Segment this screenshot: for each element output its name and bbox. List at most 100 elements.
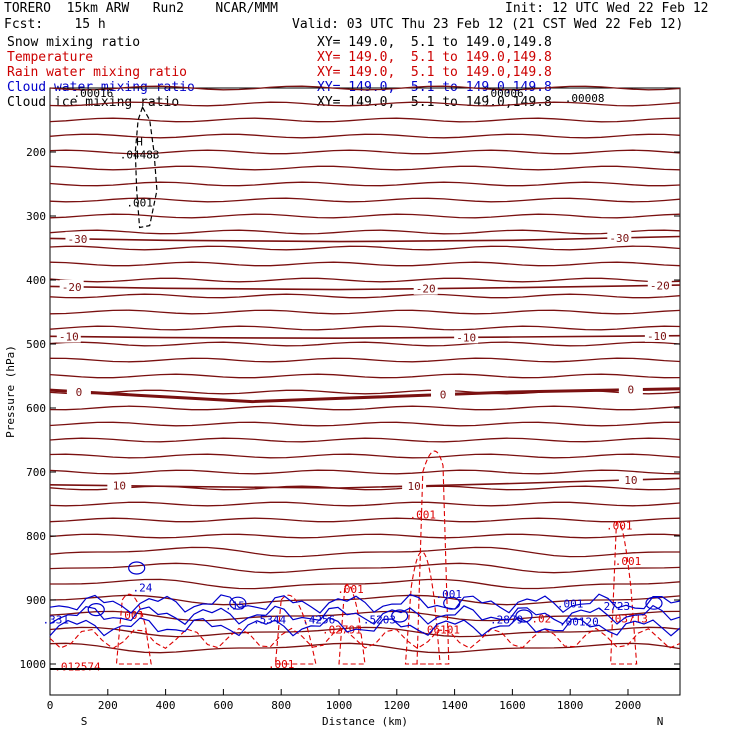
ice-label: .00016 (73, 87, 113, 100)
legend-rain-xy: XY= 149.0, 5.1 to 149.0,149.8 (317, 65, 552, 80)
y-tick-label: 300 (26, 210, 46, 223)
ice-label: .00006 (484, 87, 524, 100)
isotherm-line (49, 261, 681, 267)
isotherm-line (49, 213, 681, 219)
isotherm-line (49, 437, 681, 443)
cloud-water-cell (391, 609, 409, 623)
cloud-water-contour (49, 604, 681, 626)
temperature-label: -30 (68, 233, 88, 246)
contour-label-bg (59, 279, 84, 293)
y-tick-label: 400 (26, 274, 46, 287)
temperature-contour (49, 235, 681, 243)
isotherm-line (49, 546, 680, 558)
contour-label-bg (65, 231, 90, 245)
contour-label-bg (454, 330, 479, 344)
isotherm-line (49, 229, 681, 235)
temperature-label: -10 (456, 331, 476, 344)
contour-label-bg (618, 382, 643, 396)
temperature-contour (49, 387, 681, 404)
north-end-label: N (657, 715, 664, 728)
isotherm-line (49, 101, 681, 107)
x-tick-label: 1600 (499, 699, 526, 712)
rain-contour (274, 594, 317, 665)
temperature-contour (49, 284, 681, 291)
rain-label: .001 (337, 583, 364, 596)
isotherm-line (49, 245, 681, 251)
cloud-water-label: .001 (557, 598, 584, 611)
isotherm-line (49, 533, 681, 539)
contour-label-bg (431, 387, 456, 401)
isotherm-line (49, 165, 681, 171)
x-tick-label: 400 (156, 699, 176, 712)
snow-label: .04483 (120, 148, 160, 161)
temperature-label: -10 (59, 331, 79, 344)
cloud-water-cell (515, 609, 533, 623)
x-tick-label: 800 (271, 699, 291, 712)
x-tick-label: 2000 (615, 699, 642, 712)
contour-label-bg (56, 329, 81, 343)
contour-label-bg (413, 281, 438, 295)
temperature-label: -20 (62, 281, 82, 294)
isotherm-line (49, 610, 681, 622)
x-tick-label: 1200 (384, 699, 411, 712)
cloud-water-label: .4256 (302, 614, 335, 627)
snow-high-marker: H (136, 136, 143, 149)
isotherm-line (49, 117, 681, 123)
isotherm-line (49, 357, 681, 363)
isotherm-line (49, 594, 681, 606)
isotherm-line (49, 197, 681, 203)
y-tick-label: 700 (26, 466, 46, 479)
cloud-water-label: .00120 (559, 616, 599, 629)
contour-label-bg (107, 478, 132, 492)
rain-label: .012574 (54, 660, 101, 673)
rain-label: .02 (531, 612, 551, 625)
temperature-label: -30 (609, 232, 629, 245)
y-tick-label: 800 (26, 530, 46, 543)
rain-label: .02791 (322, 623, 362, 636)
rain-label: .001 (615, 555, 642, 568)
cloud-water-label: .2879 (490, 614, 523, 627)
isotherm-line (49, 517, 681, 523)
isotherm-line (49, 421, 680, 427)
init-time: Init: 12 UTC Wed 22 Feb 12 (505, 1, 709, 16)
isotherm-line (49, 85, 681, 91)
legend-temperature-xy: XY= 149.0, 5.1 to 149.0,149.8 (317, 50, 552, 65)
rain-contour (610, 520, 638, 665)
isotherm-line (49, 149, 681, 155)
rain-contour (404, 551, 441, 665)
model-title: TORERO 15km ARW Run2 NCAR/MMM (4, 1, 278, 16)
isotherm-line (49, 626, 681, 638)
rain-label: .001 (268, 658, 295, 671)
x-tick-label: 200 (98, 699, 118, 712)
temperature-label: 0 (440, 389, 447, 402)
cloud-water-cell (128, 561, 146, 575)
rain-label: .001 (410, 509, 437, 522)
cloud-water-cell (229, 596, 247, 610)
cloud-water-label: .15 (225, 600, 245, 613)
contour-label-bg (647, 278, 672, 292)
legend-rain: Rain water mixing ratio (7, 65, 188, 80)
cloud-water-contour (49, 593, 681, 614)
x-axis-title: Distance (km) (322, 715, 408, 728)
temperature-label: -10 (647, 330, 667, 343)
y-tick-label: 900 (26, 594, 46, 607)
temperature-label: -20 (650, 279, 670, 292)
cloud-water-label: .24 (133, 582, 153, 595)
legend-temperature: Temperature (7, 50, 94, 65)
x-tick-label: 0 (47, 699, 54, 712)
cloud-water-cell (443, 596, 461, 610)
contour-label-bg (618, 472, 643, 486)
rain-contour (49, 627, 681, 650)
isotherm-line (49, 341, 681, 347)
cloud-water-cell (645, 596, 663, 610)
isotherm-line (49, 373, 681, 379)
rain-contour (115, 593, 152, 665)
isotherm-line (49, 501, 681, 507)
forecast-hour: Fcst: 15 h (4, 17, 106, 32)
contour-label-bg (607, 230, 632, 244)
cloud-water-label: .5344 (253, 614, 286, 627)
x-tick-label: 1800 (557, 699, 584, 712)
contour-label-bg (402, 479, 427, 493)
y-tick-label: 600 (26, 402, 46, 415)
